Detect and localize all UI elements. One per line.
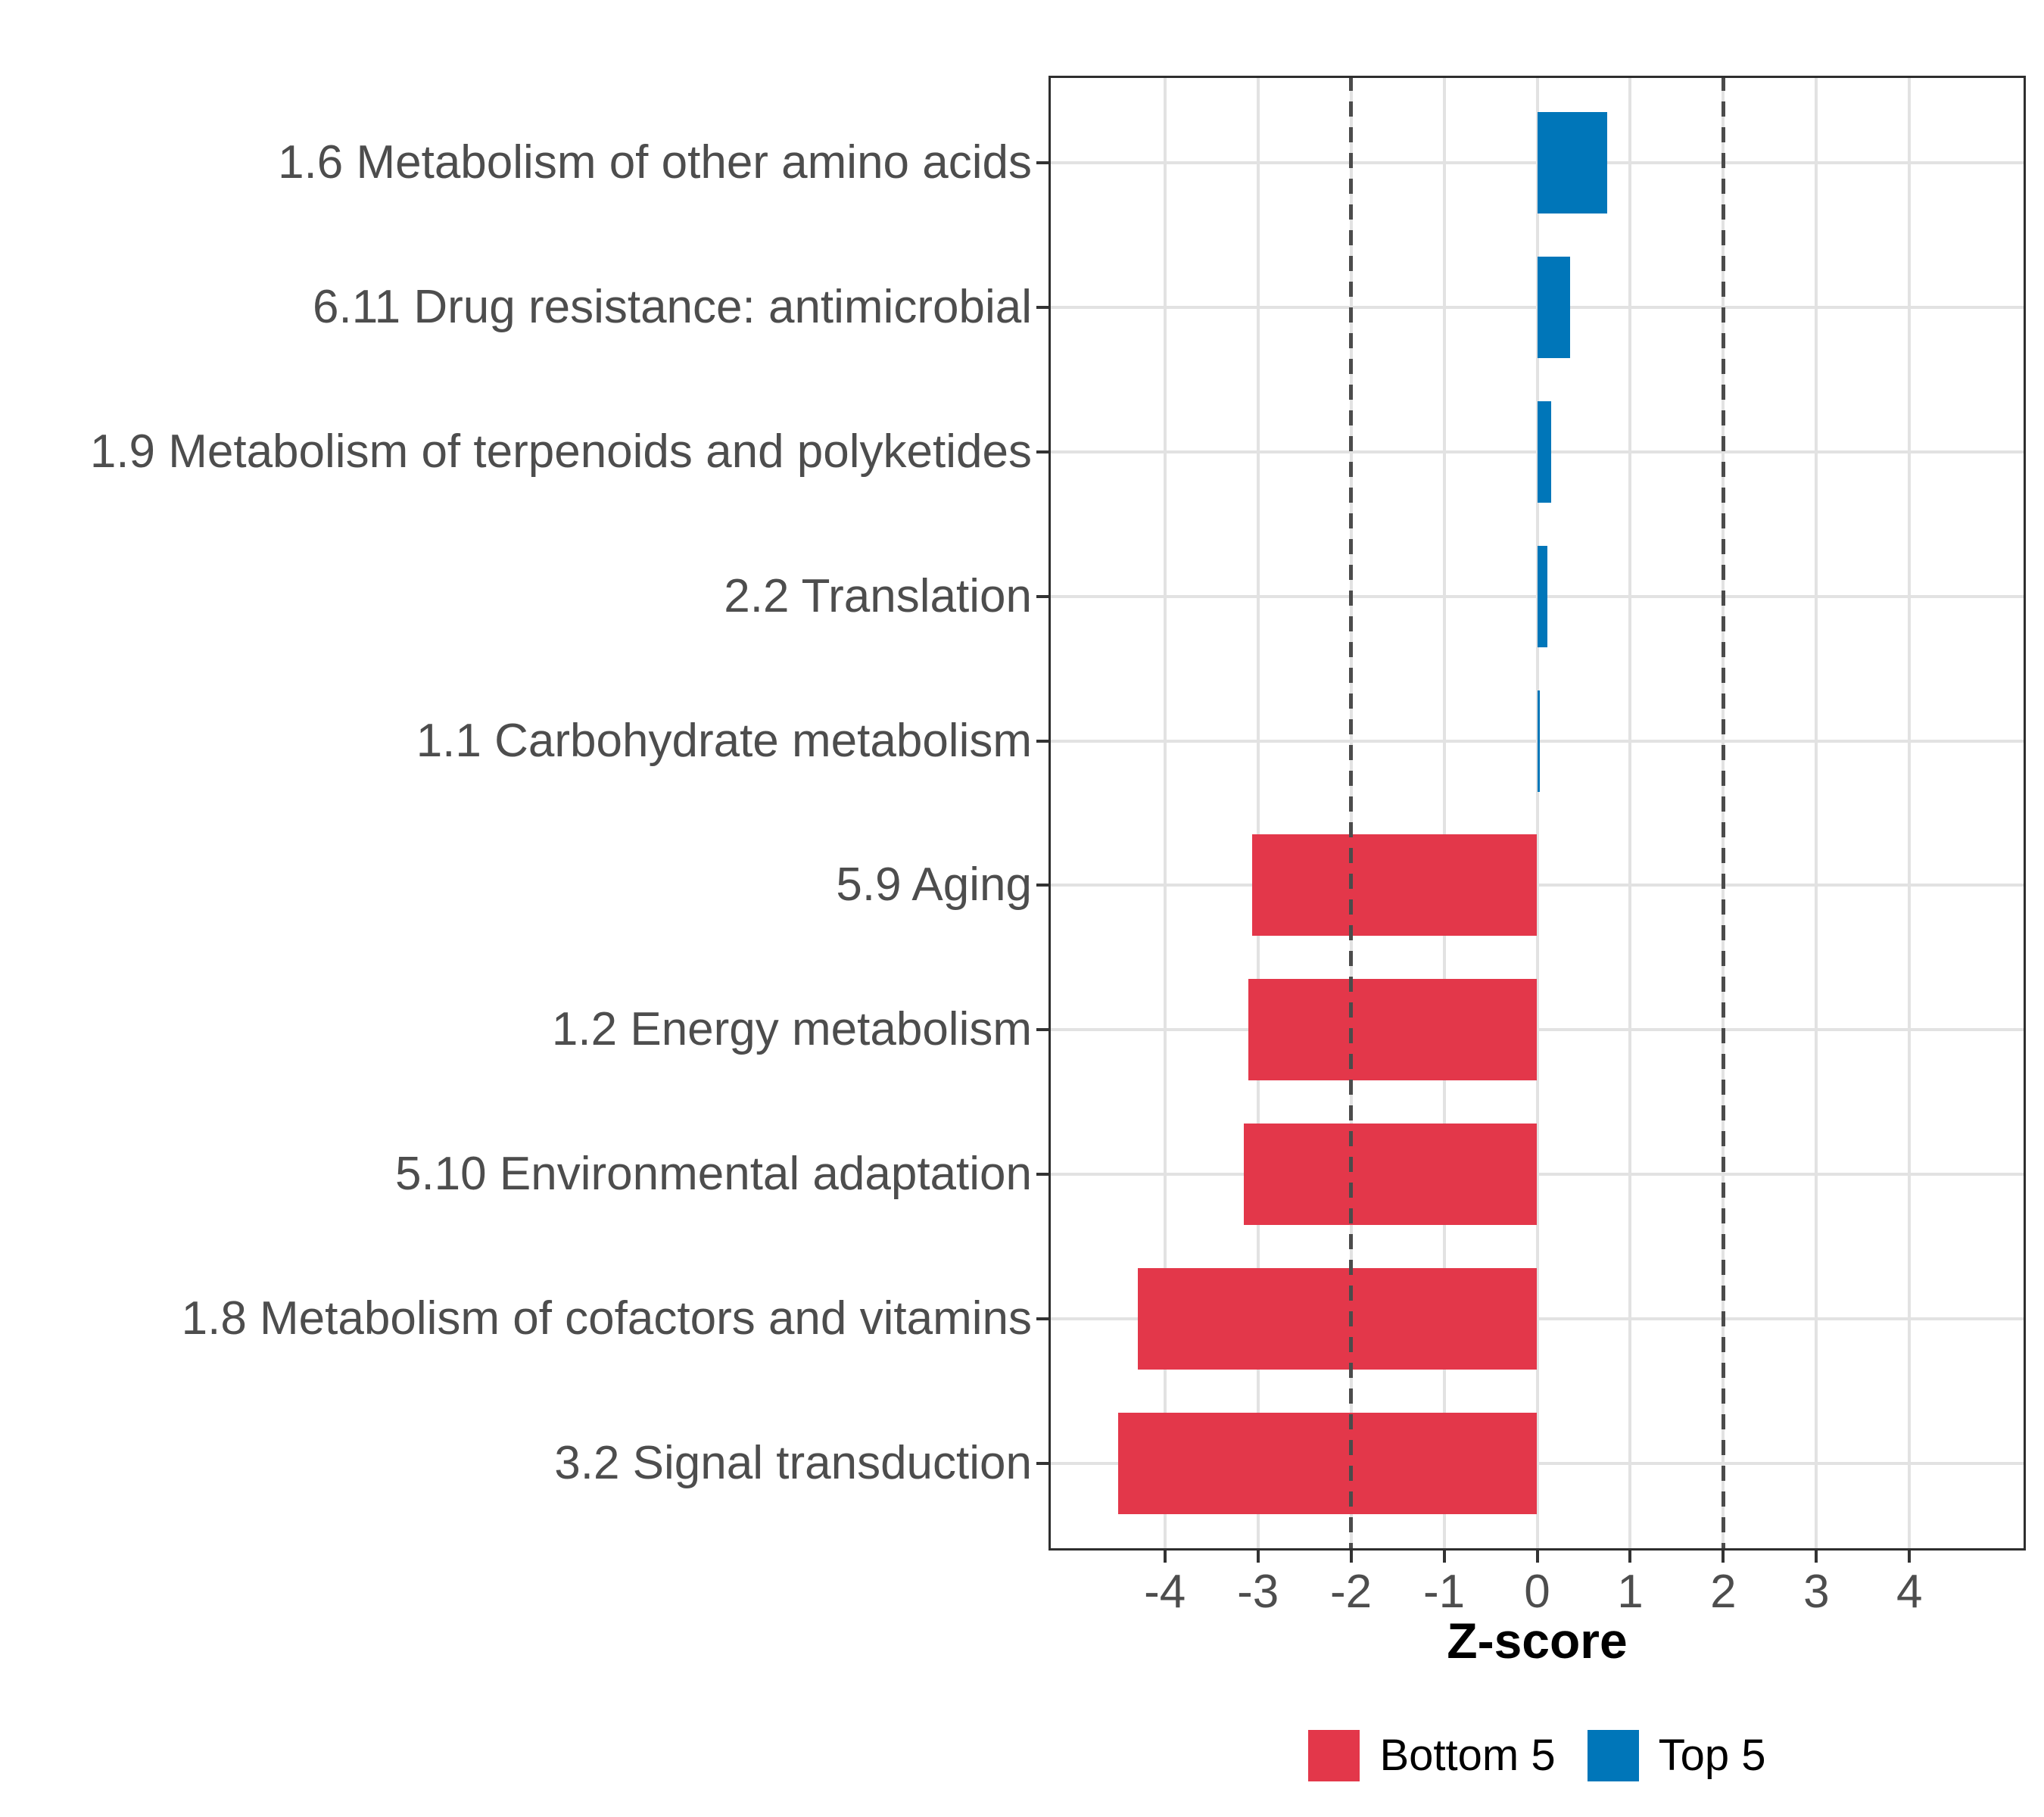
y-axis-tick: [1036, 450, 1048, 453]
bar-top5: [1537, 256, 1570, 358]
threshold-line: [1721, 76, 1725, 1551]
threshold-line: [1349, 76, 1354, 1551]
bar-bottom5: [1252, 834, 1538, 937]
y-axis-tick: [1036, 884, 1048, 887]
legend: Bottom 5 Top 5: [1048, 1729, 2026, 1782]
bar-bottom5: [1138, 1268, 1538, 1370]
bar-bottom5: [1248, 979, 1538, 1081]
x-axis-title: Z-score: [1447, 1613, 1628, 1669]
y-axis-tick: [1036, 1028, 1048, 1032]
gridline-vertical: [1442, 76, 1446, 1551]
y-axis-label: 5.9 Aging: [836, 859, 1032, 912]
legend-swatch-bottom5: [1308, 1730, 1360, 1781]
bar-top5: [1537, 400, 1551, 503]
y-axis-tick: [1036, 305, 1048, 309]
y-axis-label: 2.2 Translation: [724, 569, 1032, 622]
gridline-vertical: [1535, 76, 1539, 1551]
gridline-vertical: [1908, 76, 1912, 1551]
y-axis-tick: [1036, 1462, 1048, 1466]
plot-panel: [1048, 76, 2026, 1551]
bar-bottom5: [1244, 1124, 1538, 1226]
bar-top5: [1537, 690, 1541, 792]
x-axis-tick: [1722, 1551, 1725, 1563]
x-axis-tick: [1256, 1551, 1260, 1563]
y-axis-tick: [1036, 1317, 1048, 1321]
y-axis-tick: [1036, 594, 1048, 598]
x-axis-tick: [1163, 1551, 1167, 1563]
y-axis-label: 5.10 Environmental adaptation: [394, 1148, 1032, 1201]
gridline-vertical: [1163, 76, 1167, 1551]
x-axis-tick-label: -1: [1422, 1566, 1466, 1618]
x-axis-tick: [1442, 1551, 1446, 1563]
x-axis-tick-label: 2: [1710, 1566, 1737, 1618]
x-axis-tick: [1349, 1551, 1353, 1563]
x-axis-tick: [1628, 1551, 1632, 1563]
legend-label-bottom5: Bottom 5: [1379, 1731, 1556, 1780]
gridline-vertical: [1256, 76, 1260, 1551]
x-axis-tick-label: 4: [1896, 1566, 1923, 1618]
x-axis-tick: [1908, 1551, 1912, 1563]
y-axis-tick: [1036, 739, 1048, 743]
y-axis-label: 6.11 Drug resistance: antimicrobial: [313, 280, 1032, 333]
x-axis-tick-label: 1: [1617, 1566, 1644, 1618]
y-axis-label: 1.2 Energy metabolism: [551, 1003, 1032, 1056]
bar-bottom5: [1118, 1413, 1538, 1515]
x-axis-tick-label: -3: [1237, 1566, 1279, 1618]
x-axis-tick-label: -4: [1144, 1566, 1186, 1618]
y-axis-tick: [1036, 1173, 1048, 1177]
x-axis-tick: [1815, 1551, 1818, 1563]
gridline-vertical: [1628, 76, 1632, 1551]
gridline-vertical: [1815, 76, 1818, 1551]
bar-top5: [1537, 545, 1548, 647]
bar-top5: [1537, 111, 1607, 213]
legend-entry-bottom5: Bottom 5: [1308, 1730, 1556, 1781]
legend-swatch-top5: [1587, 1730, 1639, 1781]
y-axis-label: 3.2 Signal transduction: [554, 1437, 1032, 1490]
x-axis-tick-label: 3: [1803, 1566, 1830, 1618]
y-axis-label: 1.9 Metabolism of terpenoids and polyket…: [89, 425, 1032, 478]
legend-label-top5: Top 5: [1658, 1731, 1766, 1780]
legend-entry-top5: Top 5: [1587, 1730, 1766, 1781]
y-axis-label: 1.1 Carbohydrate metabolism: [416, 714, 1032, 767]
y-axis-tick: [1036, 161, 1048, 164]
y-axis-label: 1.8 Metabolism of cofactors and vitamins: [181, 1292, 1032, 1345]
x-axis-tick-label: -2: [1330, 1566, 1373, 1618]
x-axis-tick-label: 0: [1524, 1566, 1550, 1618]
y-axis-label: 1.6 Metabolism of other amino acids: [278, 136, 1032, 189]
x-axis-tick: [1535, 1551, 1539, 1563]
